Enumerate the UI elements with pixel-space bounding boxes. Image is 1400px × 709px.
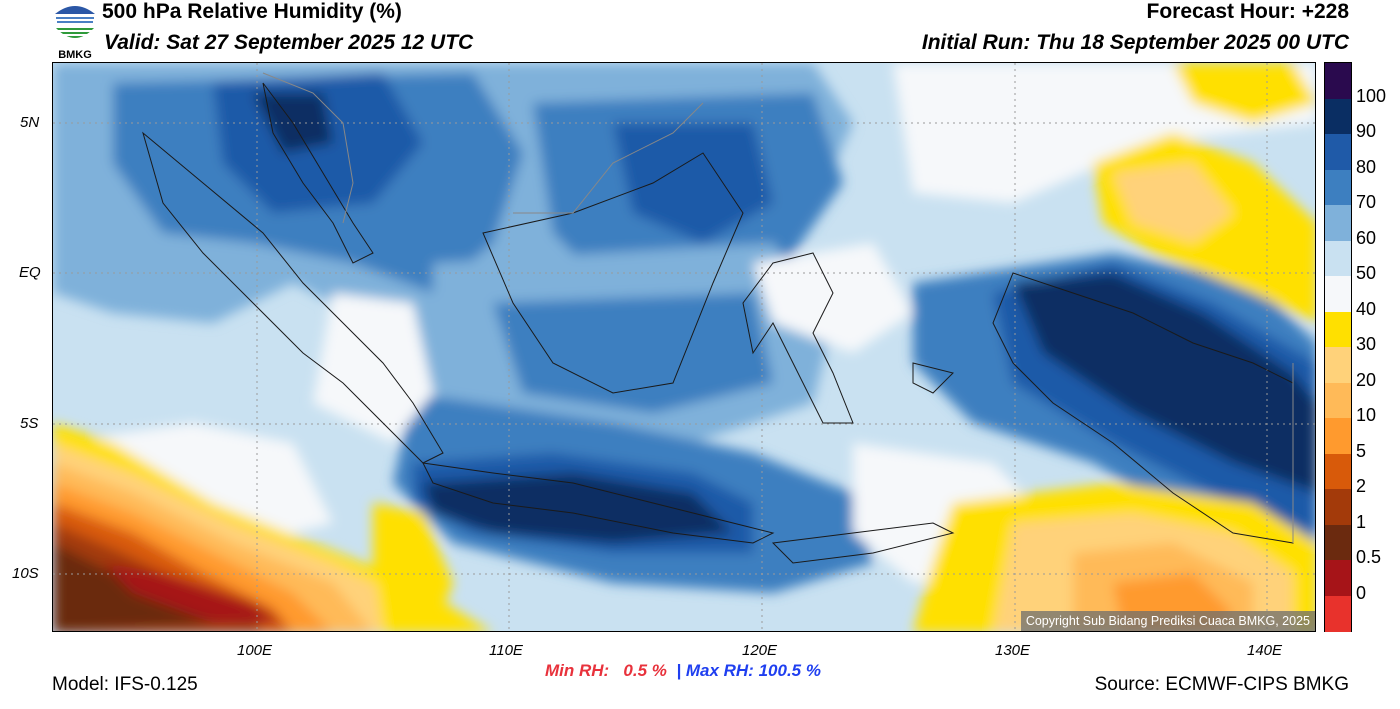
colorbar-label: 5 [1356, 440, 1367, 461]
colorbar-label: 80 [1356, 156, 1377, 177]
colorbar-label: 40 [1356, 298, 1377, 319]
min-rh-value: 0.5 % [623, 661, 667, 680]
lon-label-130e: 130E [995, 642, 1031, 659]
source-info: Source: ECMWF-CIPS BMKG [1094, 674, 1349, 695]
lon-label-110e: 110E [489, 642, 523, 659]
colorbar-swatch [1325, 205, 1351, 241]
max-rh-label: Max RH: [685, 661, 754, 680]
valid-time: Valid: Sat 27 September 2025 12 UTC [104, 31, 474, 54]
colorbar-label: 1 [1356, 511, 1367, 532]
colorbar-swatch [1325, 418, 1351, 454]
colorbar-label: 10 [1356, 405, 1377, 425]
stats-separator: | [676, 661, 682, 680]
colorbar-label: 20 [1356, 369, 1377, 390]
forecast-hour: Forecast Hour: +228 [1146, 0, 1350, 23]
initial-run: Initial Run: Thu 18 September 2025 00 UT… [921, 31, 1349, 54]
colorbar-swatch [1325, 311, 1351, 348]
max-rh-value: 100.5 % [758, 661, 821, 680]
lon-label-140e: 140E [1247, 642, 1283, 659]
colorbar-label: 50 [1356, 263, 1377, 283]
colorbar-label: 90 [1356, 121, 1377, 141]
borders [262, 72, 1294, 543]
colorbar-swatch [1325, 98, 1351, 135]
colorbar-label: 30 [1356, 334, 1377, 354]
colorbar-swatch [1325, 560, 1351, 596]
lon-label-100e: 100E [237, 642, 273, 659]
colorbar-label: 2 [1356, 476, 1367, 496]
colorbar-label: 70 [1356, 192, 1377, 212]
colorbar-label: 100 [1356, 85, 1387, 106]
colorbar-swatch [1325, 63, 1351, 99]
chart-title: 500 hPa Relative Humidity (%) [102, 0, 402, 23]
bmkg-logo: BMKG [55, 6, 95, 60]
lat-label-5n: 5N [20, 114, 40, 131]
colorbar-swatch [1325, 382, 1351, 419]
rh-stats: Min RH: 0.5 % | Max RH: 100.5 % [545, 661, 821, 681]
colorbar-label: 0.5 [1356, 547, 1382, 567]
map-canvas [53, 63, 1315, 631]
logo-text: BMKG [58, 49, 92, 60]
colorbar-swatch [1325, 595, 1351, 632]
colorbar-swatch [1325, 240, 1351, 277]
lat-label-10s: 10S [12, 565, 39, 582]
min-rh-label: Min RH: [545, 661, 610, 680]
humidity-map: Copyright Sub Bidang Prediksi Cuaca BMKG… [52, 62, 1316, 632]
colorbar-swatch [1325, 276, 1351, 312]
colorbar-swatch [1325, 524, 1351, 561]
copyright-notice: Copyright Sub Bidang Prediksi Cuaca BMKG… [1020, 611, 1315, 631]
lat-label-eq: EQ [19, 264, 41, 281]
colorbar-swatch [1325, 453, 1351, 490]
colorbar-swatch [1325, 347, 1351, 383]
colorbar-swatch [1325, 134, 1351, 170]
colorbar-label: 0 [1356, 582, 1367, 603]
colorbar-swatch [1325, 169, 1351, 206]
coastlines [142, 82, 1294, 564]
model-info: Model: IFS-0.125 [52, 674, 198, 695]
lon-label-120e: 120E [742, 642, 778, 659]
colorbar-label: 60 [1356, 227, 1377, 248]
lat-label-5s: 5S [20, 415, 39, 432]
colorbar [1324, 62, 1352, 632]
colorbar-swatch [1325, 489, 1351, 525]
